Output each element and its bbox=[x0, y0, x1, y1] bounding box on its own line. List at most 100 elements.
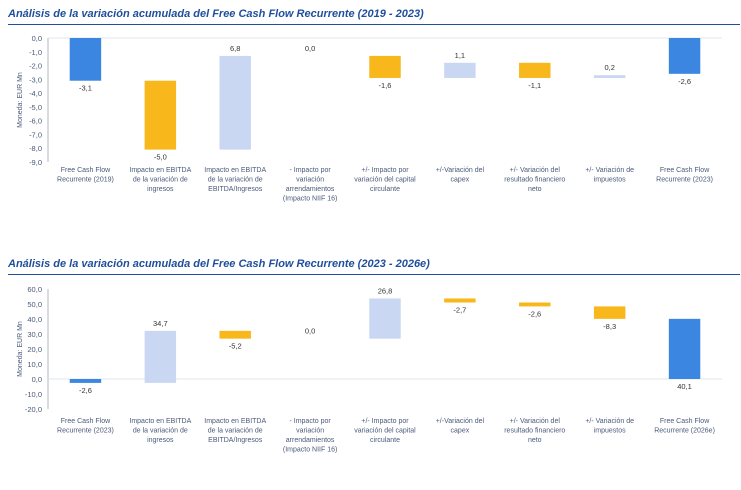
chart-2-bar-3 bbox=[219, 330, 251, 339]
chart-1-y-tick-label: 0,0 bbox=[32, 34, 42, 43]
chart-1-category-label-8: impuestos bbox=[594, 177, 626, 184]
chart-2-bar-8 bbox=[593, 306, 626, 319]
chart-2-data-label-8: -8,3 bbox=[603, 322, 616, 331]
chart-1-y-tick-label: -5,0 bbox=[29, 103, 42, 112]
chart-1-bar-2 bbox=[144, 80, 177, 150]
chart-1-category-label-6: +/-Variación del bbox=[436, 167, 485, 174]
chart-1-category-label-3: Impacto en EBITDA bbox=[204, 167, 266, 174]
chart-2-bar-9 bbox=[668, 318, 701, 379]
chart-1-category-label-1: Free Cash Flow bbox=[61, 167, 111, 174]
chart-2-category-label-9: Recurrente (2026e) bbox=[654, 428, 715, 435]
chart-1-category-label-7: +/- Variación del bbox=[510, 167, 561, 174]
chart-2-bar-6 bbox=[444, 298, 476, 303]
chart-2-data-label-2: 34,7 bbox=[153, 319, 168, 328]
chart-1-category-label-8: +/- Variación de bbox=[585, 167, 634, 174]
chart-2-category-label-9: Free Cash Flow bbox=[660, 418, 710, 425]
chart-2-category-label-5: variación del capital bbox=[354, 428, 416, 435]
chart-2-y-tick-label: 0,0 bbox=[32, 375, 42, 384]
chart-1-bar-6 bbox=[444, 62, 476, 78]
chart-1-category-label-9: Free Cash Flow bbox=[660, 167, 710, 174]
chart-1-category-label-3: de la variación de bbox=[208, 177, 263, 184]
chart-1-y-tick-label: -1,0 bbox=[29, 48, 42, 57]
chart-2-category-label-7: +/- Variación del bbox=[510, 418, 561, 425]
chart-2-y-tick-label: -20,0 bbox=[25, 405, 42, 414]
chart-2-bar-5 bbox=[369, 298, 401, 339]
chart-2-bar-1 bbox=[69, 379, 102, 383]
chart-1-category-label-4: - Impacto por bbox=[289, 167, 331, 174]
chart-1-bar-1 bbox=[69, 38, 102, 81]
chart-2-category-label-3: de la variación de bbox=[208, 428, 263, 435]
chart-2-data-label-5: 26,8 bbox=[378, 286, 393, 295]
chart-1-waterfall: 0,0 -1,0 -2,0 -3,0 -4,0 -5,0 -6,0 -7,0 -8,0 -9,0 M… bbox=[17, 34, 722, 203]
chart-2-category-label-8: +/- Variación de bbox=[585, 418, 634, 425]
chart-2-y-tick-label: 30,0 bbox=[27, 330, 42, 339]
chart-2-category-label-8: impuestos bbox=[594, 428, 626, 435]
chart-2-category-label-4: variación bbox=[296, 428, 324, 435]
chart-1-data-label-2: -5,0 bbox=[154, 153, 167, 162]
chart-1-category-label-6: capex bbox=[451, 177, 470, 184]
chart-2-title-rule bbox=[8, 274, 740, 275]
chart-2-y-tick-label: -10,0 bbox=[25, 390, 42, 399]
chart-1-category-label-5: +/- Impacto por bbox=[361, 167, 409, 174]
chart-1-bar-7 bbox=[519, 62, 551, 78]
chart-1-bar-8 bbox=[593, 75, 626, 78]
chart-1-title-rule bbox=[8, 24, 740, 25]
chart-1-bar-5 bbox=[369, 55, 401, 78]
chart-2-category-label-3: EBITDA/Ingresos bbox=[208, 437, 263, 444]
chart-2-category-label-6: +/-Variación del bbox=[436, 418, 485, 425]
chart-2-bar-2 bbox=[144, 330, 177, 383]
chart-2-category-label-2: Impacto en EBITDA bbox=[129, 418, 191, 425]
chart-1-category-label-2: ingresos bbox=[147, 186, 174, 193]
chart-1-category-label-4: arrendamientos bbox=[286, 186, 335, 193]
chart-2-category-label-2: ingresos bbox=[147, 437, 174, 444]
chart-1-y-tick-label: -8,0 bbox=[29, 144, 42, 153]
chart-2-category-label-7: neto bbox=[528, 437, 542, 444]
chart-2-y-tick-label: 40,0 bbox=[27, 315, 42, 324]
chart-1-data-label-8: 0,2 bbox=[604, 63, 614, 72]
chart-1-y-tick-label: -3,0 bbox=[29, 75, 42, 84]
chart-1-data-label-7: -1,1 bbox=[528, 81, 541, 90]
chart-1-category-label-5: circulante bbox=[370, 186, 400, 193]
chart-1-y-tick-label: -4,0 bbox=[29, 89, 42, 98]
chart-2-data-label-4: 0,0 bbox=[305, 327, 315, 336]
chart-2-y-tick-label: 50,0 bbox=[27, 300, 42, 309]
chart-1-data-label-9: -2,6 bbox=[678, 77, 691, 86]
chart-2-y-tick-label: 20,0 bbox=[27, 345, 42, 354]
chart-2-waterfall: 60,0 50,0 40,0 30,0 20,0 10,0 0,0 -10,0 -20,0 Mon… bbox=[17, 285, 722, 454]
chart-2-category-label-5: +/- Impacto por bbox=[361, 418, 409, 425]
chart-2-category-label-7: resultado financiero bbox=[504, 428, 565, 435]
chart-1-y-tick-label: -2,0 bbox=[29, 62, 42, 71]
chart-2-category-label-5: circulante bbox=[370, 437, 400, 444]
chart-2-category-label-1: Recurrente (2023) bbox=[57, 428, 114, 435]
chart-2-y-axis-title: Moneda: EUR Mn bbox=[17, 321, 24, 377]
chart-2-category-label-2: de la variación de bbox=[133, 428, 188, 435]
chart-1-bar-3 bbox=[219, 55, 251, 150]
chart-1-y-tick-label: -7,0 bbox=[29, 130, 42, 139]
chart-1-data-label-1: -3,1 bbox=[79, 84, 92, 93]
chart-2-y-tick-label: 10,0 bbox=[27, 360, 42, 369]
chart-1-y-tick-label: -9,0 bbox=[29, 158, 42, 167]
chart-2-category-label-4: (Impacto NIIF 16) bbox=[283, 447, 337, 454]
chart-1-data-label-5: -1,6 bbox=[379, 81, 392, 90]
chart-2-data-label-1: -2,6 bbox=[79, 386, 92, 395]
chart-1-category-label-4: (Impacto NIIF 16) bbox=[283, 196, 337, 203]
chart-2-y-tick-label: 60,0 bbox=[27, 285, 42, 294]
chart-2-data-label-7: -2,6 bbox=[528, 309, 541, 318]
chart-2-bar-7 bbox=[519, 302, 551, 307]
chart-1-category-label-9: Recurrente (2023) bbox=[656, 177, 713, 184]
chart-1-y-tick-label: -6,0 bbox=[29, 117, 42, 126]
chart-1-category-label-4: variación bbox=[296, 177, 324, 184]
chart-2-data-label-9: 40,1 bbox=[677, 382, 692, 391]
chart-1-category-label-7: neto bbox=[528, 186, 542, 193]
chart-2-category-label-4: - Impacto por bbox=[289, 418, 331, 425]
chart-1-category-label-3: EBITDA/Ingresos bbox=[208, 186, 263, 193]
chart-2-category-label-4: arrendamientos bbox=[286, 437, 335, 444]
chart-2-data-label-6: -2,7 bbox=[453, 306, 466, 315]
chart-1-data-label-4: 0,0 bbox=[305, 44, 315, 53]
chart-1-y-axis-title: Moneda: EUR Mn bbox=[17, 72, 24, 128]
chart-1-category-label-1: Recurrente (2019) bbox=[57, 177, 114, 184]
chart-2-category-label-6: capex bbox=[451, 428, 470, 435]
chart-1-bar-9 bbox=[668, 38, 701, 74]
chart-1-data-label-3: 6,8 bbox=[230, 44, 240, 53]
